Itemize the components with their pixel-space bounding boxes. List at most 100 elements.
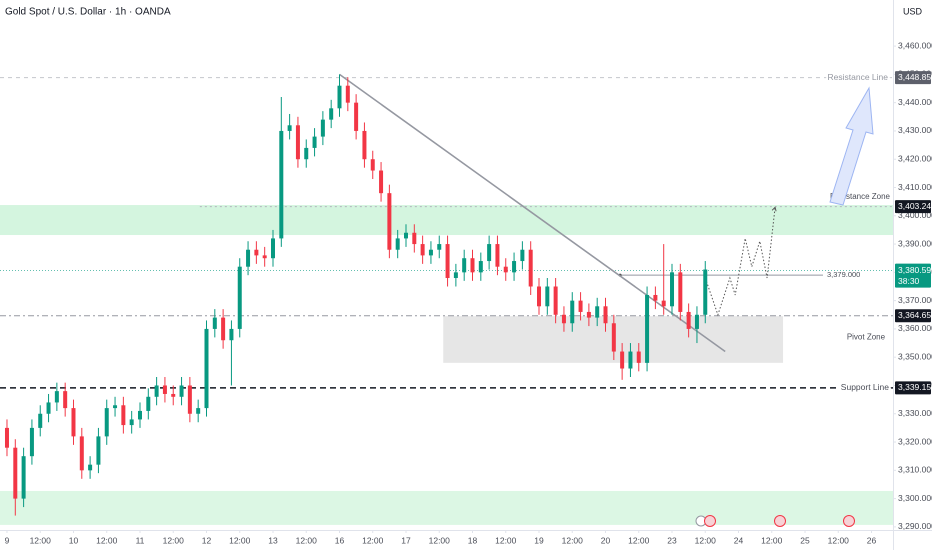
candle-body [171, 393, 176, 397]
zone-label: Resistance Zone [830, 192, 891, 201]
candle-body [88, 464, 93, 471]
x-tick-label: 12:00 [429, 535, 451, 545]
level-name: Support Line [841, 382, 889, 392]
axis-layer: 3,290.000 3,300.000 3,310.000 3,320.000 3,33… [5, 40, 932, 545]
level-label-bg [895, 71, 931, 85]
zones-layer: Resistance Zone Pivot Zone [0, 192, 893, 525]
candle-body [121, 405, 126, 426]
level-label: 3,339.153 [898, 382, 932, 392]
x-tick-label: 12:00 [495, 535, 517, 545]
candle-body [528, 249, 533, 287]
x-tick-label: 17 [401, 535, 411, 545]
x-tick-label: 12:00 [362, 535, 384, 545]
candle-body [354, 102, 359, 131]
y-tick-label: 3,440.000 [898, 97, 932, 107]
candle-body [537, 286, 542, 307]
y-tick-label: 3,460.000 [898, 40, 932, 50]
candle-body [304, 147, 309, 160]
y-tick-label: 3,430.000 [898, 125, 932, 135]
candle-body [329, 108, 334, 120]
x-tick-label: 12:00 [296, 535, 318, 545]
x-tick-label: 12:00 [562, 535, 584, 545]
candle-body [645, 294, 650, 363]
candle-body [578, 300, 583, 312]
candle-body [670, 272, 675, 307]
x-tick-label: 12 [202, 535, 212, 545]
lines-layer: Resistance Line Support Line 3,379.000 [0, 70, 893, 394]
y-tick-label: 3,320.000 [898, 436, 932, 446]
y-tick-label: 3,360.000 [898, 323, 932, 333]
candle-body [129, 419, 134, 426]
x-tick-label: 12:00 [828, 535, 850, 545]
candle-body [270, 238, 275, 259]
level-label: 3,364.652 [898, 310, 932, 320]
candle-body [520, 249, 525, 262]
candle-body [262, 255, 267, 259]
candle-body [403, 232, 408, 239]
x-tick-label: 19 [534, 535, 544, 545]
candle-body [21, 456, 26, 499]
y-tick-label: 3,420.000 [898, 153, 932, 163]
candle-body [620, 351, 625, 369]
candle-body [362, 130, 367, 160]
candle-body [320, 119, 325, 137]
candle-body [229, 328, 234, 341]
event-icons [695, 515, 855, 527]
candle-body [570, 300, 575, 324]
candle-body [503, 266, 508, 273]
candle-body [113, 405, 118, 409]
x-tick-label: 12:00 [229, 535, 251, 545]
current-countdown: 38:30 [898, 276, 920, 286]
candle-body [46, 402, 51, 414]
candle-body [154, 385, 159, 397]
candle-body [54, 391, 59, 403]
candle-body [661, 300, 666, 307]
x-tick-label: 10 [69, 535, 79, 545]
candle-body [162, 385, 167, 394]
candle-body [437, 244, 442, 250]
candle-body [412, 232, 417, 245]
candle-body [470, 258, 475, 273]
event-icon [704, 515, 716, 527]
candle-body [79, 436, 84, 471]
candle-body [246, 249, 251, 267]
candle-body [453, 272, 458, 279]
x-tick-label: 23 [667, 535, 677, 545]
candle-body [221, 317, 226, 341]
y-tick-label: 3,400.000 [898, 210, 932, 220]
candle-body [312, 136, 317, 148]
chart-title: Gold Spot / U.S. Dollar · 1h · OANDA [5, 7, 171, 18]
candle-body [678, 272, 683, 312]
x-tick-label: 12:00 [761, 535, 783, 545]
trendline [339, 73, 726, 353]
level-label: 3,403.249 [898, 201, 932, 211]
zone-label: Pivot Zone [847, 333, 886, 342]
candle-body [137, 410, 142, 420]
candle-body [345, 85, 350, 103]
x-tick-label: 12:00 [96, 535, 118, 545]
candle-body [337, 85, 342, 109]
candle-body [495, 244, 500, 267]
candle-body [279, 130, 284, 239]
candle-body [653, 294, 658, 301]
candle-body [703, 269, 708, 315]
candle-body [179, 385, 184, 397]
candle-body [428, 249, 433, 256]
candle-body [487, 244, 492, 262]
candle-body [196, 408, 201, 414]
candle-body [295, 125, 300, 160]
candle-body [146, 396, 151, 411]
x-tick-label: 12:00 [30, 535, 52, 545]
candle-body [586, 311, 591, 318]
level-name: Resistance Line [828, 72, 889, 82]
x-tick-label: 12:00 [163, 535, 185, 545]
candle-body [370, 159, 375, 171]
candle-body [420, 244, 425, 256]
marker-label: 3,379.000 [827, 270, 860, 279]
candle-body [462, 258, 467, 273]
candle-body [4, 427, 9, 448]
candle-body [694, 314, 699, 329]
level-label-bg [895, 200, 931, 214]
x-tick-label: 11 [136, 535, 145, 545]
